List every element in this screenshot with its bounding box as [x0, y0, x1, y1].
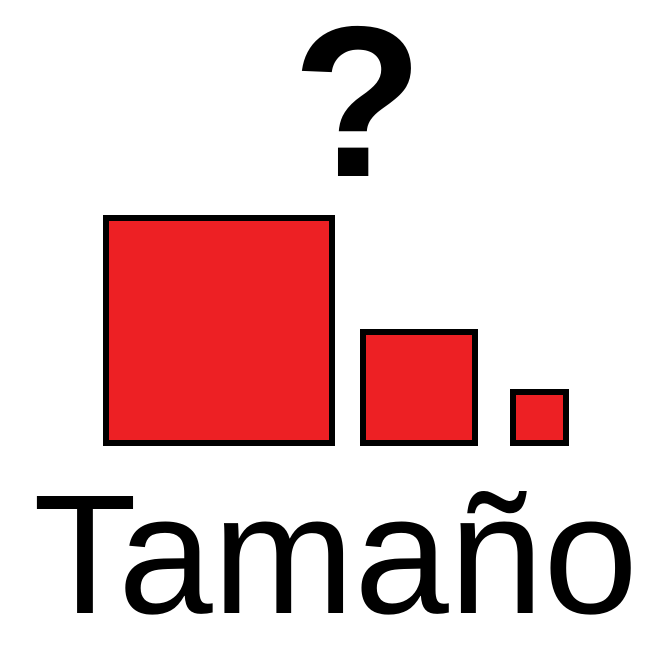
small-square-icon [510, 389, 569, 446]
large-square-icon [103, 215, 335, 446]
medium-square-icon [360, 329, 478, 446]
question-mark-icon: ? [292, 0, 424, 222]
caption-word: Tamaño [33, 460, 638, 650]
